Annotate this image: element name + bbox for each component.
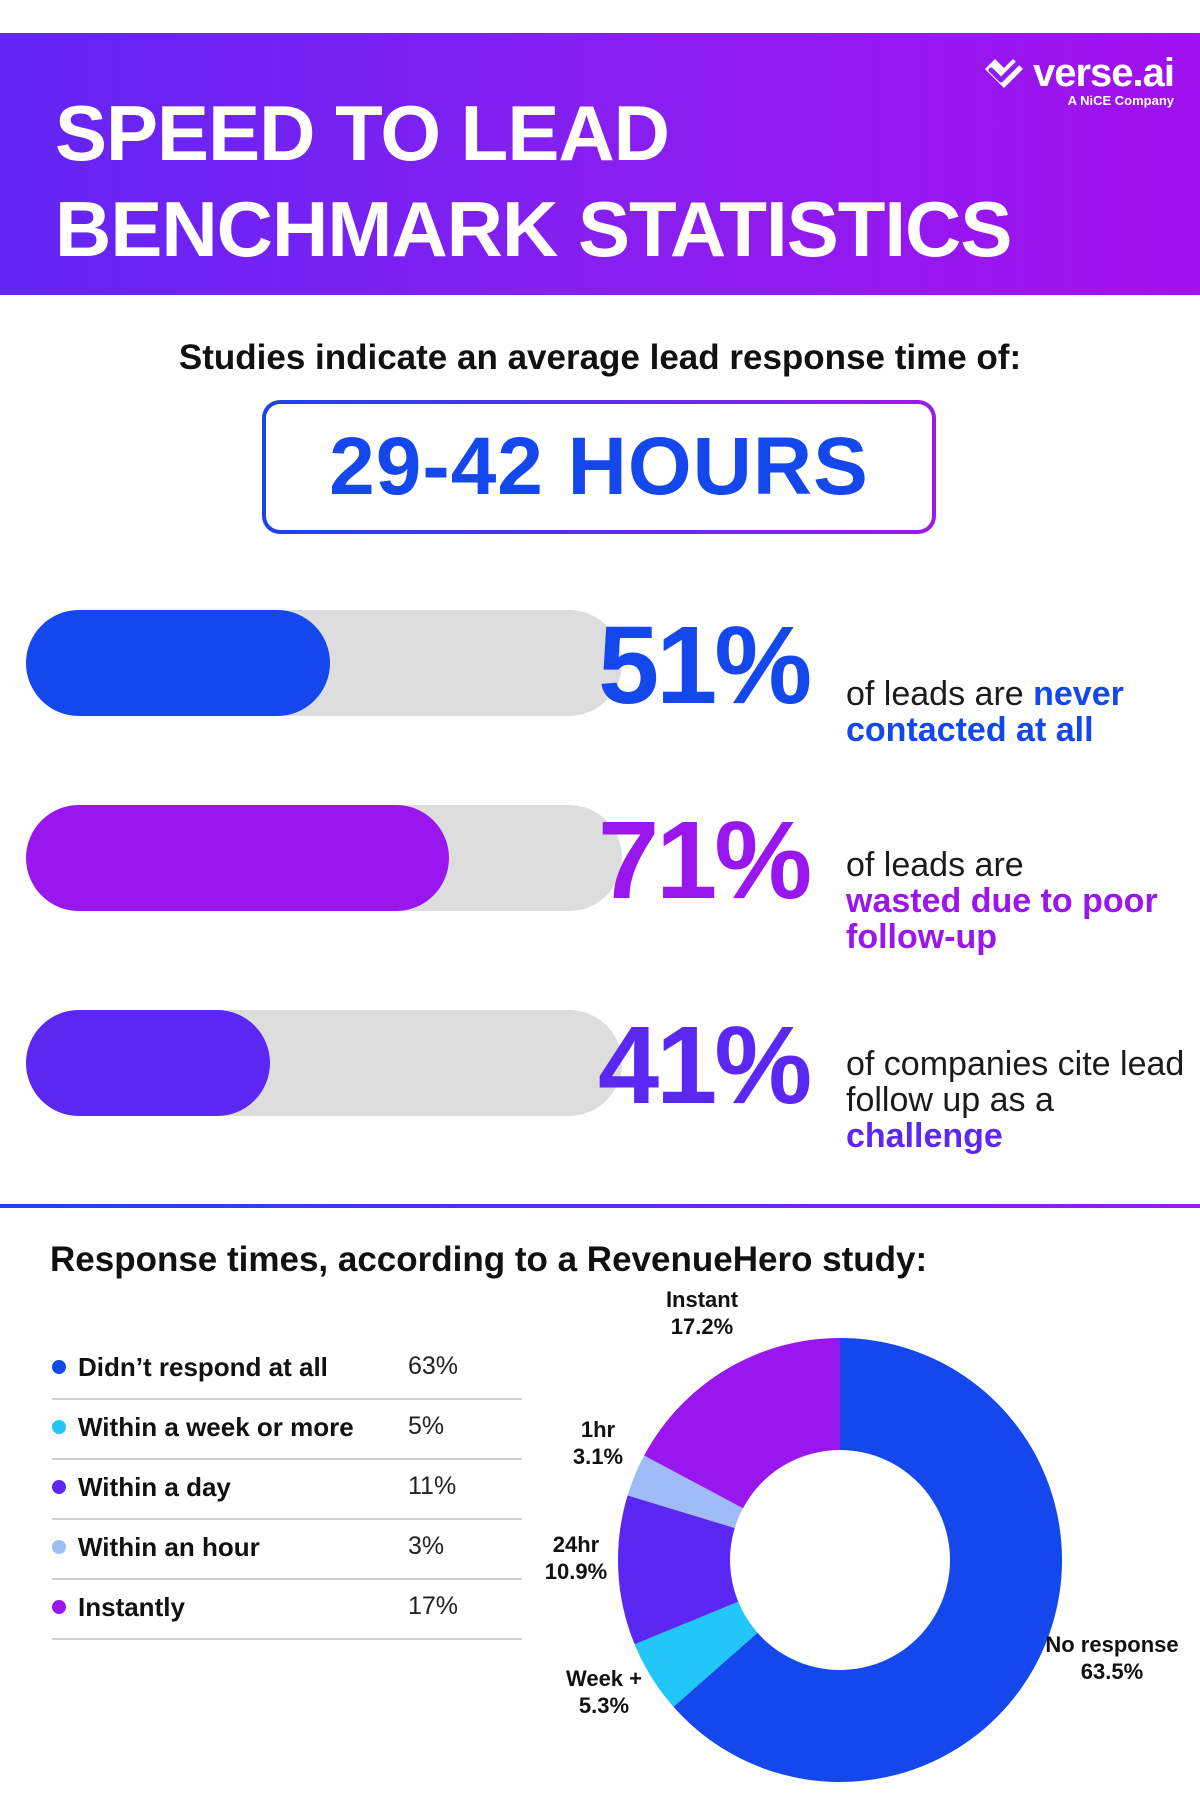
row-label: Instantly	[78, 1592, 185, 1622]
row-label: Within a week or more	[78, 1412, 354, 1442]
progress-track	[26, 1010, 622, 1116]
stat-text: of leads are	[846, 675, 1034, 713]
donut-slice	[627, 1455, 743, 1528]
progress-fill	[26, 805, 449, 911]
legend-dot	[52, 1600, 66, 1614]
section-title: Response times, according to a RevenueHe…	[50, 1240, 928, 1279]
stat-description: of companies cite lead follow up as a ch…	[846, 1046, 1186, 1154]
page-title: SPEED TO LEAD BENCHMARK STATISTICS	[55, 85, 1012, 277]
slice-label: 24hr 10.9%	[496, 1531, 656, 1585]
logo-tagline: A NiCE Company	[1067, 93, 1174, 108]
header-banner: SPEED TO LEAD BENCHMARK STATISTICS verse…	[0, 33, 1200, 295]
slice-value: 63.5%	[1080, 1659, 1144, 1684]
row-value: 17%	[408, 1592, 459, 1620]
legend-dot	[52, 1360, 66, 1374]
legend-dot	[52, 1420, 66, 1434]
section-divider	[0, 1204, 1200, 1208]
legend-dot	[52, 1480, 66, 1494]
row-label: Didn’t respond at all	[78, 1352, 328, 1382]
slice-value: 10.9%	[544, 1559, 608, 1584]
table-row: Instantly 17%	[52, 1580, 522, 1640]
stat-highlight: wasted due to poor follow-up	[846, 882, 1158, 956]
legend-dot	[52, 1540, 66, 1554]
row-value: 3%	[408, 1532, 445, 1560]
stat-percent: 71%	[598, 799, 812, 922]
title-line-2: BENCHMARK STATISTICS	[55, 185, 1012, 273]
stat-highlight: challenge	[846, 1117, 1003, 1155]
table-row: Within an hour 3%	[52, 1520, 522, 1580]
row-value: 11%	[408, 1472, 457, 1500]
stat-description: of leads are wasted due to poor follow-u…	[846, 847, 1186, 955]
stat-percent: 51%	[598, 604, 812, 727]
logo-name: verse.ai	[1032, 51, 1175, 95]
progress-fill	[26, 610, 330, 716]
slice-label: Instant 17.2%	[622, 1286, 782, 1340]
progress-track	[26, 805, 622, 911]
table-row: Within a week or more 5%	[52, 1400, 522, 1460]
stat-text: of leads are	[846, 846, 1024, 884]
slice-name: Week +	[565, 1666, 643, 1691]
response-table: Didn’t respond at all 63% Within a week or…	[52, 1340, 522, 1640]
stat-percent: 41%	[598, 1004, 812, 1127]
progress-track	[26, 610, 622, 716]
table-row: Didn’t respond at all 63%	[52, 1340, 522, 1400]
slice-label: 1hr 3.1%	[518, 1416, 678, 1470]
donut-slice	[617, 1495, 739, 1645]
donut-slice	[634, 1601, 758, 1707]
slice-name: 24hr	[552, 1532, 600, 1557]
slice-value: 3.1%	[572, 1444, 624, 1469]
stat-text: of companies cite lead follow up as a	[846, 1045, 1185, 1119]
row-label: Within an hour	[78, 1532, 260, 1562]
stat-row-never-contacted: 51% of leads are never contacted at all	[0, 604, 1200, 748]
slice-label: Week +5.3%	[524, 1665, 684, 1719]
slice-name: 1hr	[580, 1417, 616, 1442]
slice-value: 5.3%	[578, 1693, 630, 1718]
heart-check-icon	[984, 59, 1023, 88]
stat-row-challenge: 41% of companies cite lead follow up as …	[0, 1004, 1200, 1154]
row-value: 63%	[408, 1352, 459, 1380]
slice-value: 17.2%	[670, 1314, 734, 1339]
donut-slice	[644, 1338, 840, 1509]
stat-highlight: never contacted at all	[846, 675, 1124, 749]
row-value: 5%	[408, 1412, 445, 1440]
table-row: Within a day 11%	[52, 1460, 522, 1520]
slice-name: Instant	[665, 1287, 739, 1312]
brand-logo: verse.ai A NiCE Company	[981, 51, 1175, 108]
slice-name: No response	[1045, 1632, 1179, 1657]
row-label: Within a day	[78, 1472, 231, 1502]
average-value: 29-42 HOURS	[329, 421, 869, 512]
donut-slice	[673, 1338, 1062, 1782]
stat-row-wasted: 71% of leads are wasted due to poor foll…	[0, 799, 1200, 955]
title-line-1: SPEED TO LEAD	[55, 89, 670, 177]
average-value-box: 29-42 HOURS	[262, 400, 936, 534]
stat-description: of leads are never contacted at all	[846, 676, 1186, 748]
progress-fill	[26, 1010, 270, 1116]
slice-label: No response 63.5%	[1032, 1631, 1192, 1685]
average-intro: Studies indicate an average lead respons…	[178, 338, 1022, 377]
